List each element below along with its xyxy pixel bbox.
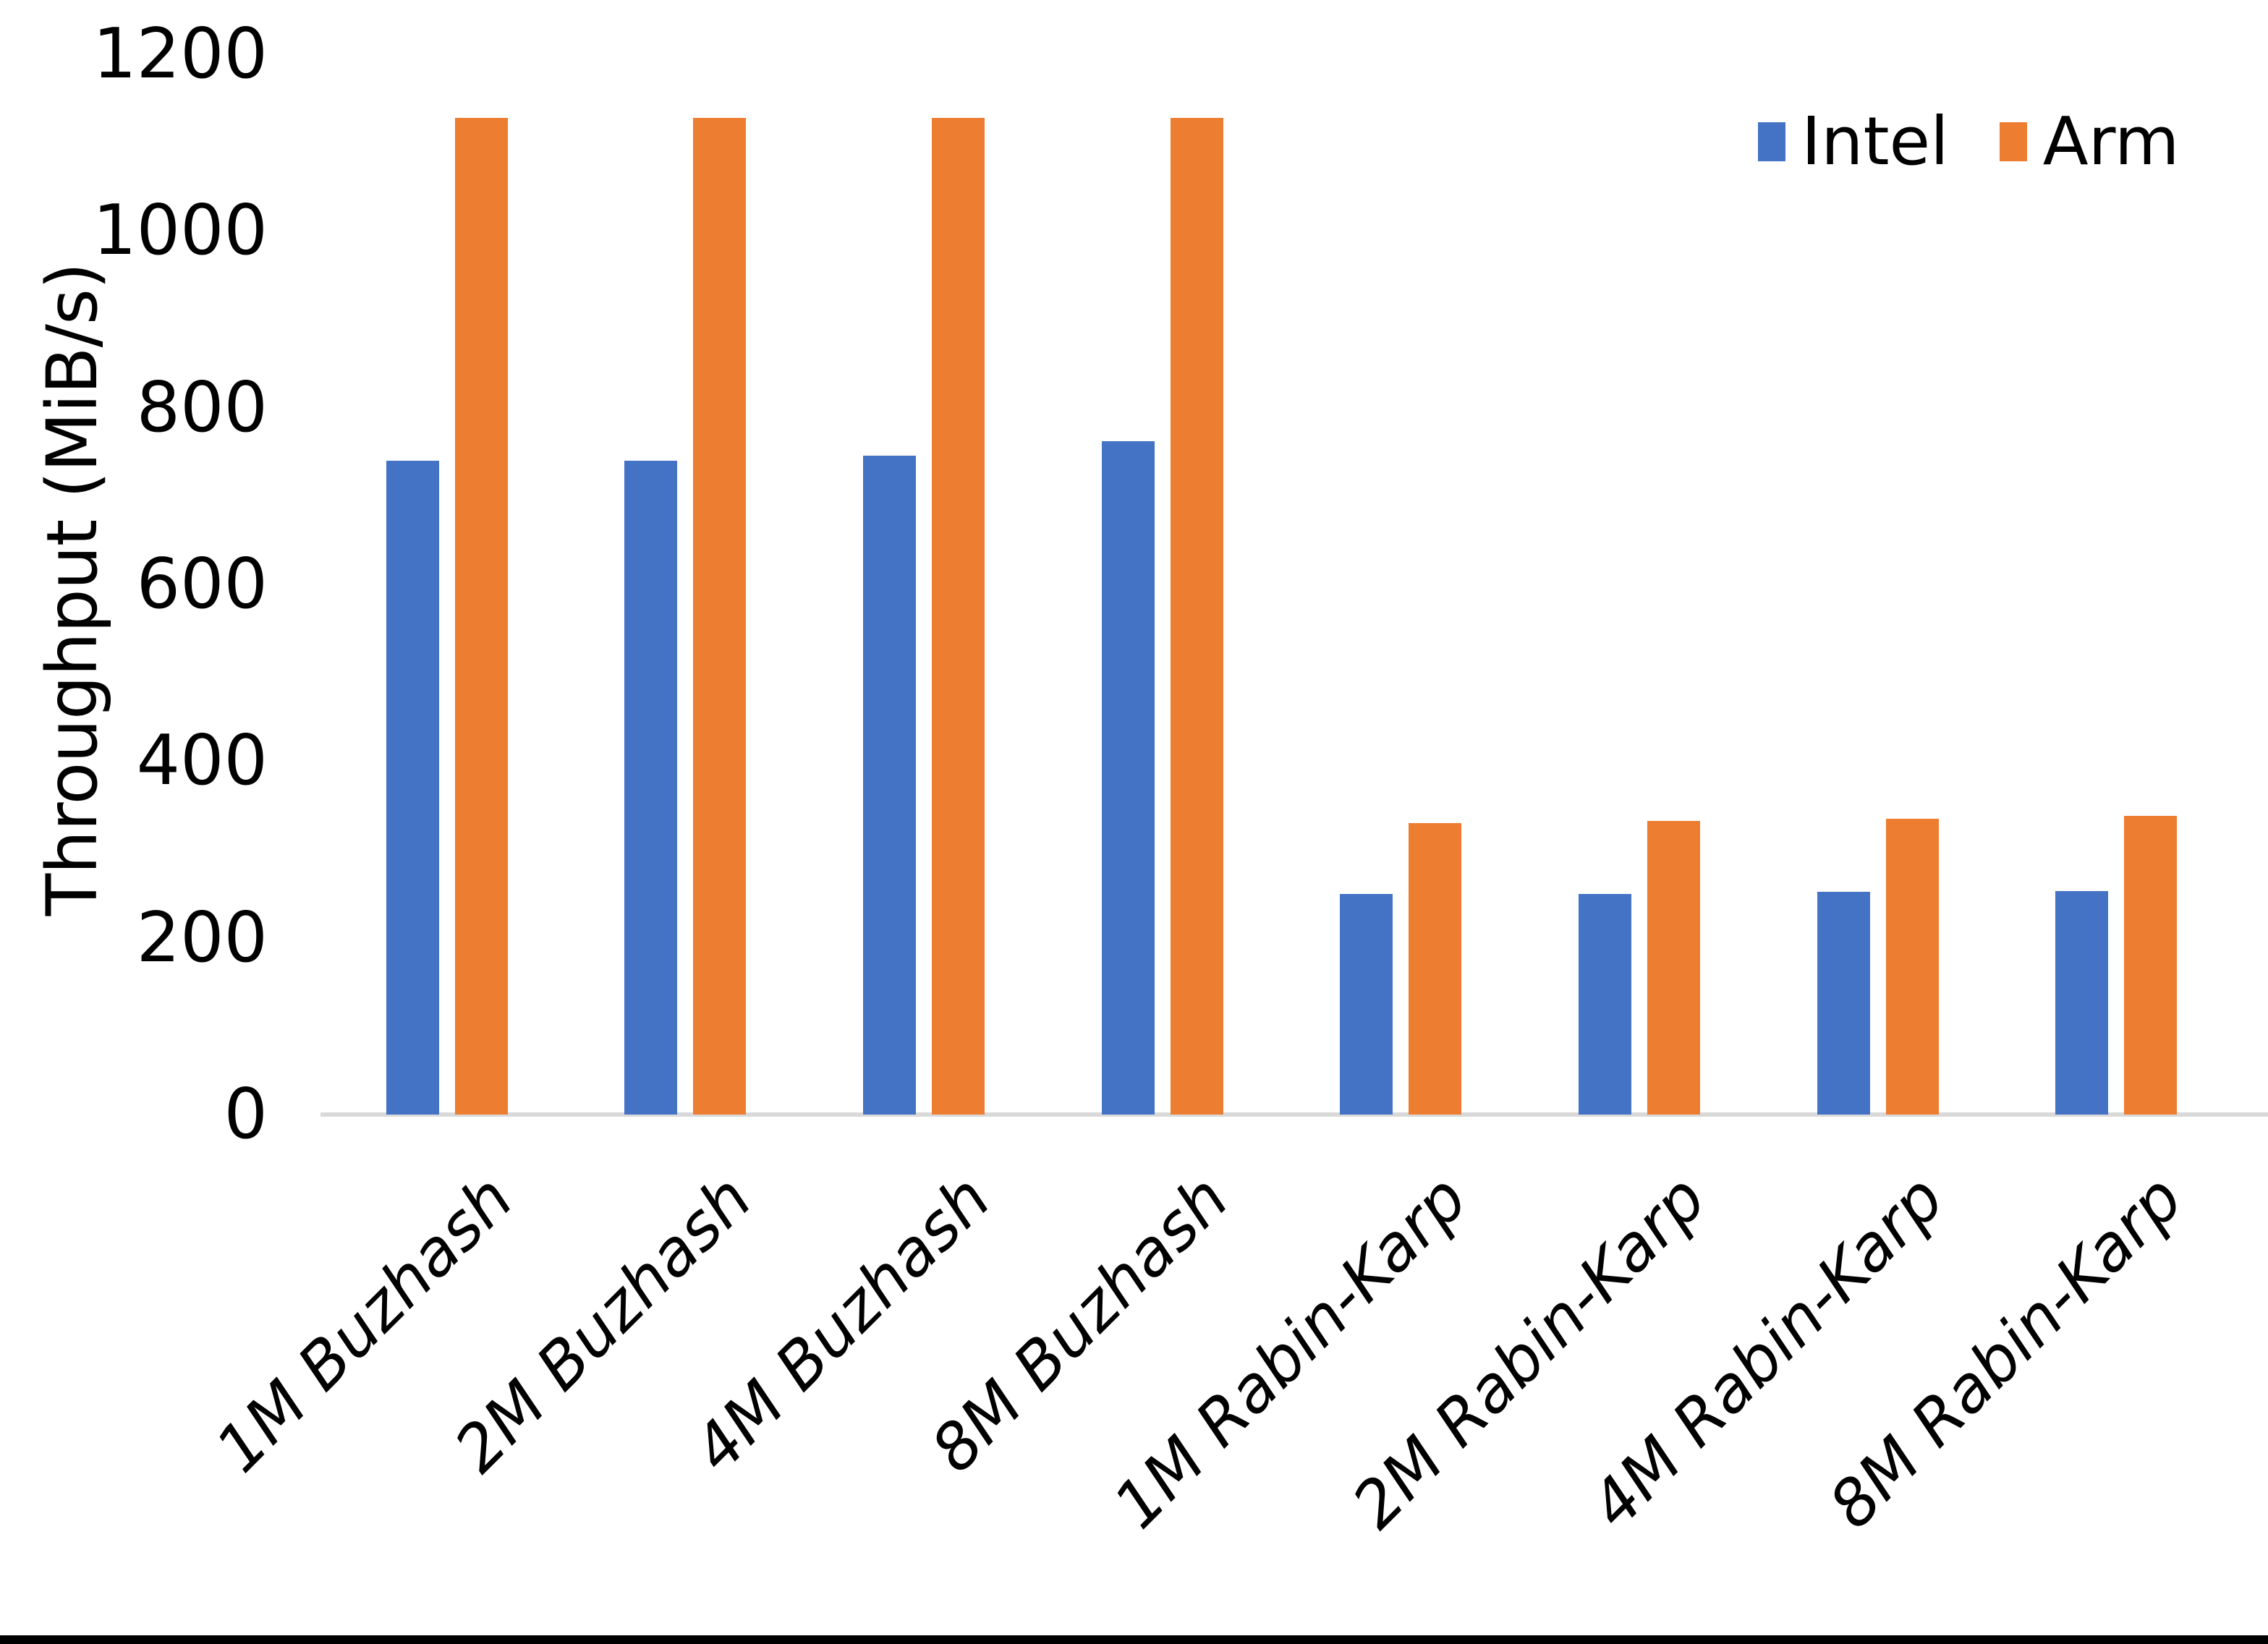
bar-intel-2m-rabin-karp [1578, 893, 1631, 1115]
bar-arm-8m-rabin-karp [2124, 816, 2178, 1115]
bar-arm-1m-rabin-karp [1409, 822, 1462, 1115]
legend-item-intel: Intel [1758, 108, 1949, 175]
bar-intel-8m-rabin-karp [2055, 890, 2109, 1115]
x-axis-line [320, 1112, 2268, 1117]
plot-area [320, 54, 2268, 1117]
bar-intel-2m-buzhash [624, 460, 678, 1115]
bar-intel-1m-buzhash [386, 460, 439, 1115]
bar-arm-2m-rabin-karp [1647, 821, 1700, 1115]
bar-arm-2m-buzhash [693, 117, 747, 1115]
page-bottom-border [0, 1635, 2268, 1644]
arm-series-label: Arm [2042, 103, 2180, 180]
y-tick-label: 800 [136, 367, 268, 448]
bar-arm-4m-buzhash [932, 117, 985, 1115]
y-tick-label: 400 [136, 721, 268, 801]
legend: Intel Arm [1758, 108, 2179, 175]
bar-intel-4m-rabin-karp [1817, 892, 1870, 1115]
y-tick-label: 0 [224, 1075, 268, 1154]
bar-arm-4m-rabin-karp [1885, 818, 1939, 1115]
y-tick-label: 1200 [93, 14, 268, 94]
bar-intel-8m-buzhash [1101, 441, 1155, 1115]
arm-series-swatch [1999, 122, 2027, 161]
y-tick-label: 1000 [93, 191, 268, 271]
intel-series-swatch [1758, 122, 1785, 161]
intel-series-label: Intel [1801, 103, 1949, 180]
y-tick-label: 600 [136, 545, 268, 624]
bar-arm-8m-buzhash [1170, 117, 1223, 1115]
y-tick-label: 200 [136, 898, 268, 978]
bar-intel-1m-rabin-karp [1340, 893, 1393, 1115]
bar-intel-4m-buzhash [863, 455, 917, 1115]
bar-arm-1m-buzhash [454, 117, 508, 1115]
legend-item-arm: Arm [1999, 103, 2180, 180]
